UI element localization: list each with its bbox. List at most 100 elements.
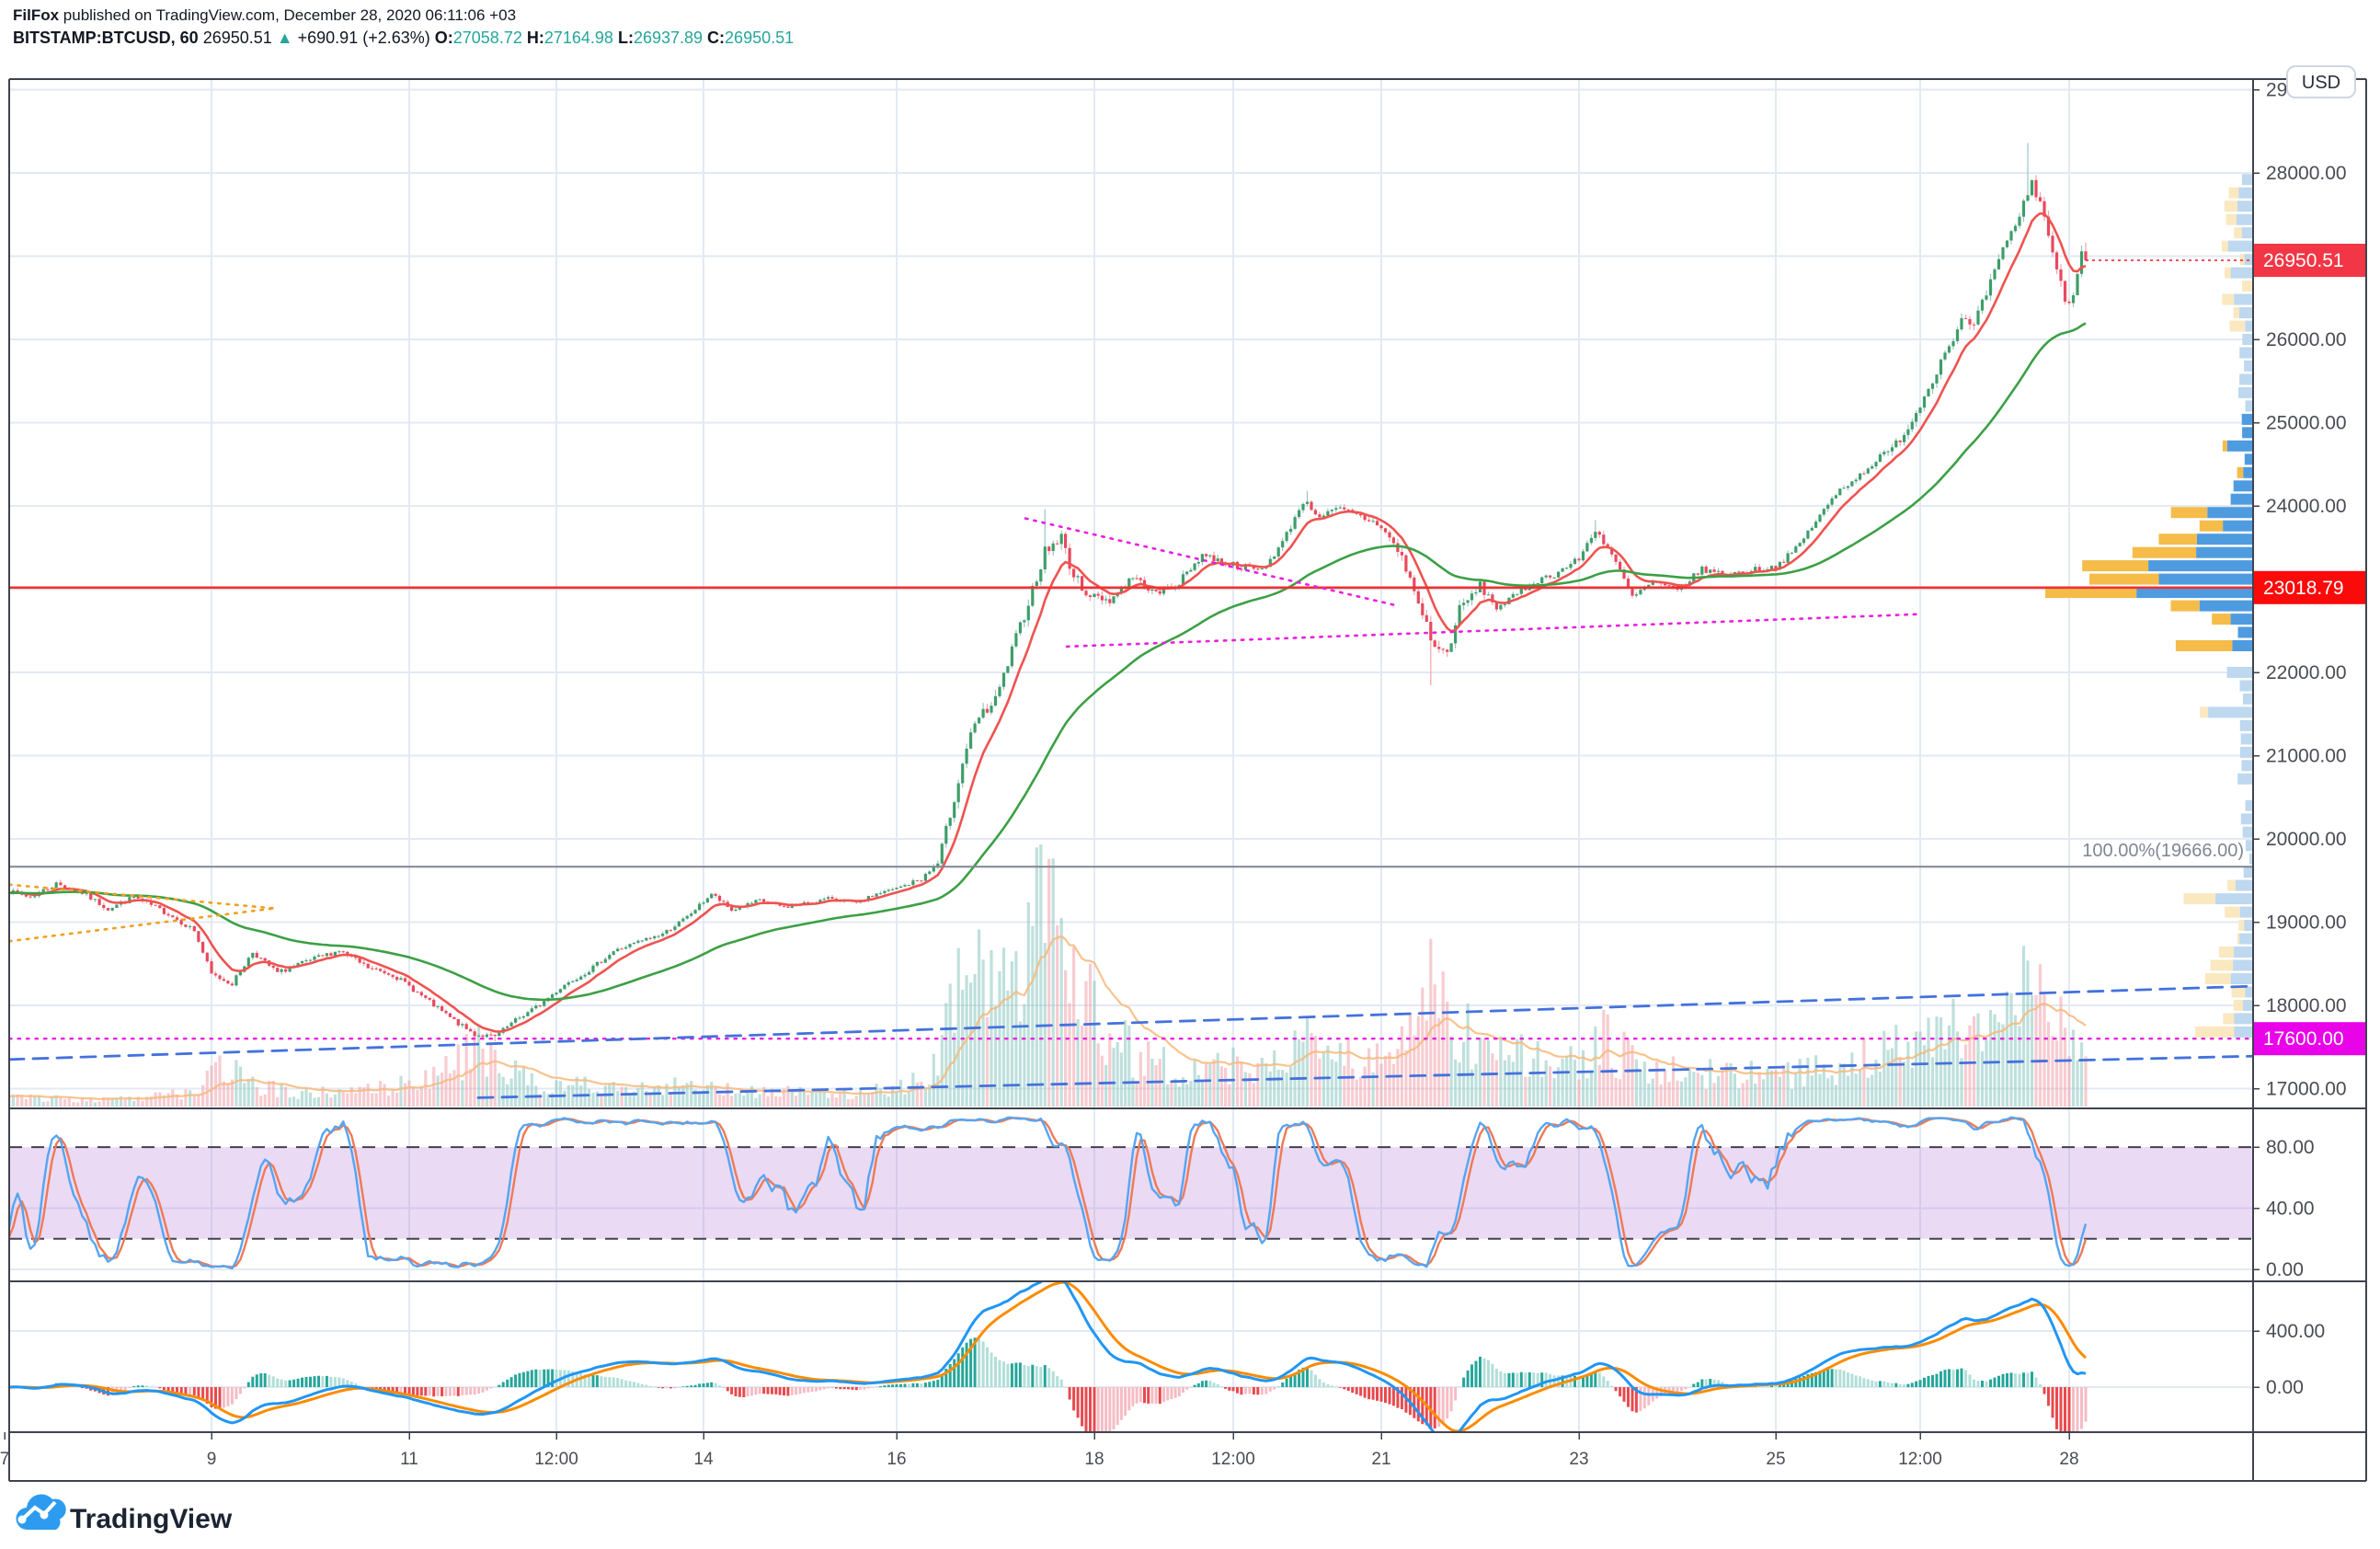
- volume-profile-sell-row: [2226, 213, 2237, 225]
- price-tick-label[interactable]: 25000.00: [2266, 412, 2347, 433]
- logo-dot: [17, 1515, 27, 1524]
- volume-profile-buy-row: [2237, 626, 2252, 638]
- volume-profile-buy-row: [2237, 773, 2252, 785]
- volume-profile-buy-row: [2232, 640, 2252, 651]
- current-price-tag: 26950.51: [2254, 244, 2365, 277]
- volume-profile-buy-row: [2236, 213, 2252, 225]
- volume-profile-buy-row: [2234, 293, 2252, 305]
- volume-profile-sell-row: [2225, 906, 2240, 918]
- fast-ema-line: [9, 212, 2087, 1033]
- price-tick-label[interactable]: 17000.00: [2266, 1078, 2347, 1099]
- volume-profile-buy-row: [2241, 227, 2252, 239]
- volume-profile-buy-row: [2233, 480, 2252, 492]
- time-tick-label[interactable]: 9: [207, 1450, 217, 1469]
- macd-histogram-down: [9, 1387, 2071, 1432]
- volume-profile-sell-row: [2225, 267, 2231, 279]
- open-value: 27058.72: [453, 29, 522, 47]
- volume-up-bars: [11, 844, 2084, 1107]
- magenta_dot-trendline: [1065, 613, 1924, 648]
- price-tick-label[interactable]: 24000.00: [2266, 496, 2347, 517]
- time-tick-label[interactable]: 14: [693, 1450, 714, 1469]
- tradingview-logo[interactable]: TradingView: [16, 1494, 233, 1534]
- volume-profile-buy-row: [2158, 573, 2252, 585]
- price-tick-label[interactable]: 21000.00: [2266, 745, 2347, 766]
- macd-histogram-down-fading: [20, 1387, 2088, 1432]
- price-tick-label[interactable]: 22000.00: [2266, 662, 2347, 683]
- volume-profile-buy-row: [2244, 453, 2252, 465]
- time-tick-label[interactable]: 16: [887, 1450, 906, 1469]
- volume-profile-buy-row: [2242, 427, 2252, 439]
- time-tick-label[interactable]: 21: [1371, 1450, 1390, 1469]
- close-value: 26950.51: [725, 29, 794, 47]
- volume-profile-sell-row: [2234, 227, 2242, 239]
- time-tick-label[interactable]: 25: [1766, 1450, 1785, 1469]
- macd-signal-line: [9, 1281, 2088, 1432]
- volume-profile-buy-row: [2238, 386, 2252, 398]
- high-value: 27164.98: [544, 29, 613, 47]
- volume-profile-buy-row: [2239, 906, 2252, 918]
- down-candle-bodies: [9, 179, 2088, 1038]
- currency-toggle-button[interactable]: USD: [2286, 65, 2356, 98]
- volume-profile-buy-row: [2243, 1000, 2252, 1011]
- time-tick-label[interactable]: 12:00: [534, 1450, 578, 1469]
- stoch-tick-label[interactable]: 80.00: [2266, 1137, 2315, 1158]
- volume-profile-sell-row: [2183, 893, 2215, 905]
- price-change: +690.91 (+2.63%): [298, 29, 430, 47]
- open-label: O:: [435, 29, 453, 47]
- up-candle-bodies: [11, 179, 2084, 1038]
- volume-profile-buy-row: [2245, 400, 2252, 412]
- stochastic-pane[interactable]: [5, 1116, 2253, 1270]
- down-candle-wicks: [9, 175, 2087, 1042]
- symbol-name[interactable]: BITSTAMP:BTCUSD, 60: [13, 29, 199, 47]
- orange_dot-trendline: [9, 883, 276, 910]
- time-tick-label[interactable]: 28: [2059, 1450, 2078, 1469]
- volume-profile-sell-row: [2233, 1000, 2243, 1011]
- volume-profile-buy-row: [2199, 600, 2252, 612]
- logo-dot: [40, 1510, 49, 1520]
- volume-profile-buy-row: [2241, 413, 2252, 425]
- macd-tick-label[interactable]: 0.00: [2266, 1377, 2304, 1398]
- time-tick-label[interactable]: 12:00: [1898, 1450, 1942, 1469]
- volume-profile-buy-row: [2215, 893, 2252, 905]
- price-tick-label[interactable]: 20000.00: [2266, 829, 2347, 850]
- volume-profile-buy-row: [2245, 799, 2252, 811]
- volume-profile-buy-row: [2196, 546, 2252, 558]
- macd-pane[interactable]: [4, 1278, 2088, 1452]
- volume-profile-sell-row: [2200, 706, 2209, 718]
- volume-profile-sell-row: [2233, 307, 2239, 318]
- time-tick-label[interactable]: 12:00: [1211, 1450, 1255, 1469]
- volume-profile-buy-row: [2226, 667, 2252, 678]
- volume-profile-sell-row: [2228, 187, 2239, 199]
- volume-ma-line: [9, 935, 2087, 1100]
- high-label: H:: [527, 29, 544, 47]
- volume-profile-sell-row: [2158, 534, 2197, 545]
- fib-level-label[interactable]: 100.00%(19666.00): [2082, 841, 2244, 861]
- stoch-tick-label[interactable]: 40.00: [2266, 1199, 2315, 1220]
- chart-panes[interactable]: 17000.00 18000.00 19000.00 20000.00 21000.00…: [0, 78, 2367, 1482]
- volume-profile-sell-row: [2204, 973, 2231, 984]
- alert-price-tag-text: 23018.79: [2263, 578, 2344, 599]
- slow-ema-line: [9, 322, 2087, 1002]
- time-tick-label[interactable]: 7: [0, 1450, 9, 1469]
- volume-profile-buy-row: [2239, 746, 2252, 758]
- volume-profile-buy-row: [2239, 933, 2252, 945]
- volume-profile-buy-row: [2234, 1013, 2252, 1025]
- price-tick-label[interactable]: 26000.00: [2266, 329, 2347, 350]
- main-price-pane[interactable]: [3, 143, 2253, 1107]
- price-tick-label[interactable]: 19000.00: [2266, 912, 2347, 933]
- last-price: 26950.51: [203, 29, 272, 47]
- volume-profile-buy-row: [2230, 973, 2252, 984]
- macd-tick-label[interactable]: 400.00: [2266, 1321, 2325, 1342]
- volume-profile-sell-row: [2082, 560, 2149, 572]
- time-tick-label[interactable]: 23: [1569, 1450, 1588, 1469]
- volume-profile-buy-row: [2240, 813, 2252, 825]
- time-tick-label[interactable]: 11: [400, 1450, 418, 1469]
- price-tick-label[interactable]: 18000.00: [2266, 995, 2347, 1016]
- time-tick-label[interactable]: 18: [1084, 1450, 1104, 1469]
- volume-profile-sell-row: [2224, 201, 2237, 212]
- volume-profile-sell-row: [2132, 546, 2197, 558]
- volume-profile-buy-row: [2230, 493, 2252, 505]
- stoch-tick-label[interactable]: 0.00: [2266, 1259, 2304, 1280]
- price-tick-label[interactable]: 28000.00: [2266, 163, 2347, 184]
